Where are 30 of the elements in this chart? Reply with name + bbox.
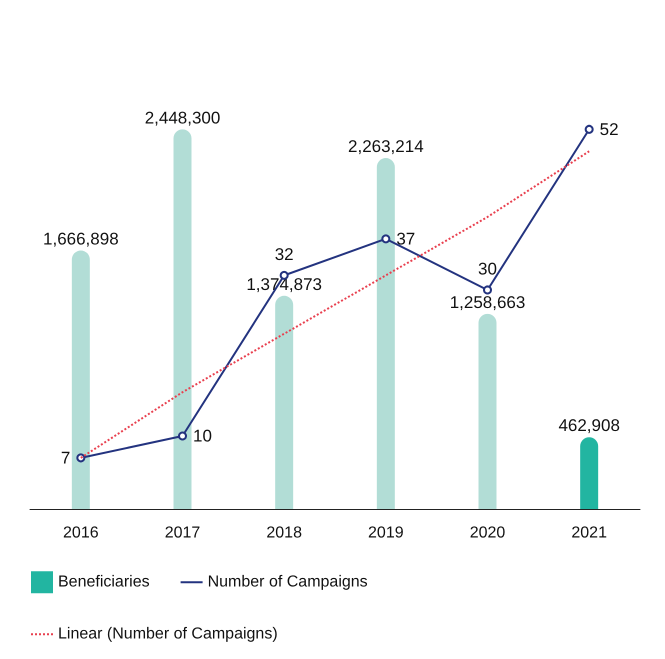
point xyxy=(178,431,187,440)
data-label: 10 xyxy=(193,426,212,446)
data-label: 52 xyxy=(600,120,619,139)
data-label: 37 xyxy=(396,229,416,248)
data-label: 1,258,663 xyxy=(450,292,526,312)
point xyxy=(584,124,594,134)
data-label: 2,448,300 xyxy=(144,108,220,128)
x-tick-label: 2020 xyxy=(470,524,506,542)
bar xyxy=(478,314,496,509)
bar xyxy=(72,250,90,509)
x-tick-label: 2019 xyxy=(368,524,404,542)
bar xyxy=(580,437,598,509)
point xyxy=(381,234,390,244)
x-tick-label: 2018 xyxy=(266,524,302,542)
data-label: 32 xyxy=(274,244,294,264)
data-label: 7 xyxy=(60,448,70,468)
legend-label: Number of Campaigns xyxy=(208,574,368,591)
data-label: 2,263,214 xyxy=(348,137,424,156)
bar xyxy=(275,296,294,509)
data-label: 462,908 xyxy=(558,416,620,436)
x-tick-label: 2016 xyxy=(63,524,99,542)
data-label: 1,666,898 xyxy=(43,230,119,249)
bar xyxy=(376,158,395,509)
legend-label: Beneficiaries xyxy=(58,574,150,591)
x-tick-label: 2017 xyxy=(164,524,200,542)
bar xyxy=(174,129,192,509)
x-tick-label: 2021 xyxy=(571,524,608,542)
point xyxy=(483,285,492,294)
legend-label: Linear (Number of Campaigns) xyxy=(58,626,278,643)
data-label: 30 xyxy=(478,259,497,278)
